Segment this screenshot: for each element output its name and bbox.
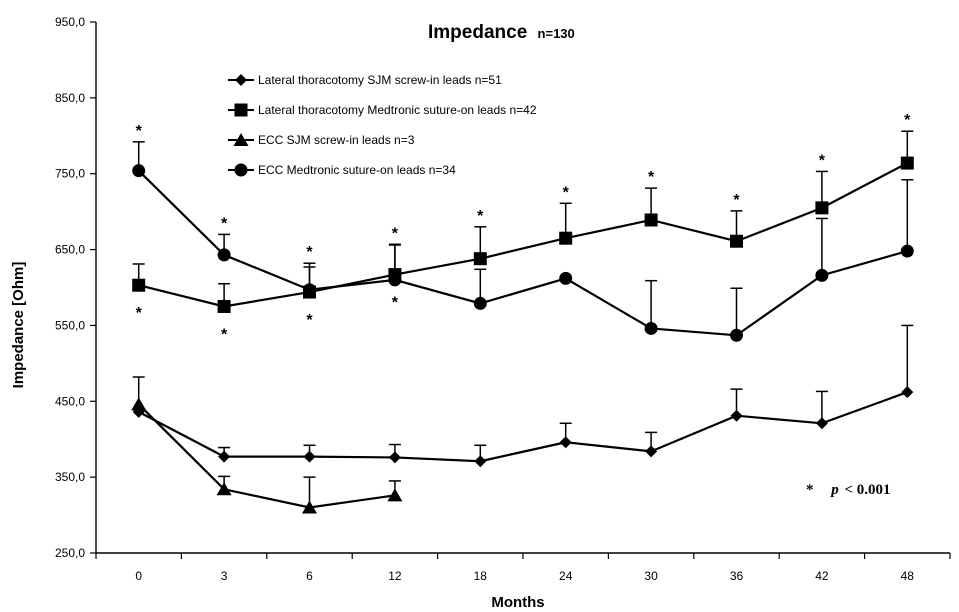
- legend-marker: [234, 103, 248, 117]
- series-line: [137, 169, 908, 337]
- data-point: [730, 409, 743, 422]
- x-tick-label: 0: [135, 569, 142, 583]
- p-value-threshold: < 0.001: [845, 482, 891, 498]
- chart-title-sub: n=130: [538, 26, 575, 41]
- data-point: [900, 244, 914, 258]
- legend-entry: Lateral thoracotomy Medtronic suture-on …: [228, 103, 537, 117]
- x-tick-label: 12: [388, 569, 402, 583]
- legend: Lateral thoracotomy SJM screw-in leads n…: [228, 73, 537, 177]
- significance-star: *: [306, 312, 313, 329]
- y-tick-label: 550,0: [55, 318, 85, 332]
- significance-star: *: [136, 123, 143, 140]
- significance-star: *: [221, 326, 228, 343]
- series-line: [138, 162, 908, 308]
- x-tick-label: 24: [559, 569, 573, 583]
- x-tick-label: 42: [815, 569, 829, 583]
- significance-star: *: [904, 112, 911, 129]
- p-value-annotation: * p < 0.001: [806, 482, 891, 498]
- legend-label: Lateral thoracotomy Medtronic suture-on …: [258, 103, 537, 117]
- series-line: [137, 403, 396, 509]
- data-point: [645, 445, 658, 458]
- data-point: [218, 450, 231, 463]
- tick-labels: 250,0 350,0 450,0 550,0 650,0 750,0 850,0 950,0…: [55, 15, 914, 583]
- series-line: [138, 391, 908, 463]
- significance-stars: * * * * * * * * * * * * * *: [136, 112, 912, 343]
- data-point: [388, 273, 402, 287]
- significance-star: *: [306, 244, 313, 261]
- significance-star: *: [392, 225, 399, 242]
- data-point: [217, 248, 231, 262]
- y-tick-label: 650,0: [55, 243, 85, 257]
- x-tick-label: 30: [644, 569, 658, 583]
- legend-entry: ECC Medtronic suture-on leads n=34: [228, 163, 456, 177]
- x-tick-label: 6: [306, 569, 313, 583]
- significance-star: *: [648, 169, 655, 186]
- y-tick-label: 450,0: [55, 394, 85, 408]
- data-point: [303, 283, 316, 297]
- data-point: [730, 234, 743, 248]
- x-tick-label: 18: [474, 569, 488, 583]
- p-value-p: p: [829, 482, 839, 498]
- data-point: [730, 328, 743, 342]
- x-tick-label: 48: [901, 569, 915, 583]
- data-point: [302, 500, 317, 514]
- series-square: [132, 130, 914, 313]
- series-diamond: [132, 324, 914, 468]
- data-point: [815, 201, 829, 215]
- data-point: [815, 417, 828, 430]
- legend-entry: Lateral thoracotomy SJM screw-in leads n…: [228, 73, 502, 87]
- data-point: [473, 296, 487, 310]
- series-layer: [131, 130, 914, 514]
- y-tick-label: 850,0: [55, 91, 85, 105]
- y-axis-label: Impedance [Ohm]: [10, 262, 27, 389]
- legend-marker: [235, 74, 247, 86]
- significance-star: *: [392, 295, 399, 312]
- legend-entry: ECC SJM screw-in leads n=3: [228, 133, 415, 147]
- data-point: [388, 451, 401, 464]
- data-point: [815, 268, 829, 282]
- chart-title: Impedance n=130: [428, 22, 575, 43]
- y-tick-label: 350,0: [55, 470, 85, 484]
- significance-star: *: [136, 305, 143, 322]
- axes: [90, 21, 951, 559]
- y-tick-label: 950,0: [55, 15, 85, 29]
- series-triangle: [131, 376, 403, 514]
- significance-star: *: [819, 152, 826, 169]
- chart-title-main: Impedance: [428, 22, 527, 43]
- series-circle: [132, 141, 914, 342]
- data-point: [387, 488, 403, 502]
- significance-star: *: [477, 208, 484, 225]
- significance-star: *: [563, 184, 570, 201]
- legend-label: Lateral thoracotomy SJM screw-in leads n…: [258, 73, 502, 87]
- legend-label: ECC Medtronic suture-on leads n=34: [258, 163, 456, 177]
- p-value-star: *: [806, 482, 814, 498]
- y-tick-label: 250,0: [55, 546, 85, 560]
- data-point: [216, 482, 232, 496]
- data-point: [559, 231, 573, 245]
- data-point: [644, 213, 658, 227]
- legend-marker: [233, 133, 249, 146]
- x-axis-label: Months: [491, 594, 544, 611]
- data-point: [900, 156, 914, 170]
- data-point: [473, 252, 487, 266]
- significance-star: *: [733, 192, 740, 209]
- y-tick-label: 750,0: [55, 167, 85, 181]
- legend-marker: [234, 163, 248, 177]
- x-tick-label: 3: [221, 569, 228, 583]
- data-point: [901, 386, 914, 399]
- significance-star: *: [221, 215, 228, 232]
- data-point: [474, 455, 487, 468]
- data-point: [217, 299, 231, 313]
- data-point: [132, 164, 146, 178]
- legend-label: ECC SJM screw-in leads n=3: [258, 133, 415, 147]
- data-point: [131, 397, 147, 411]
- data-point: [303, 450, 316, 463]
- x-tick-label: 36: [730, 569, 744, 583]
- data-point: [644, 321, 658, 335]
- data-point: [559, 271, 573, 285]
- data-point: [132, 278, 146, 292]
- data-point: [559, 436, 572, 449]
